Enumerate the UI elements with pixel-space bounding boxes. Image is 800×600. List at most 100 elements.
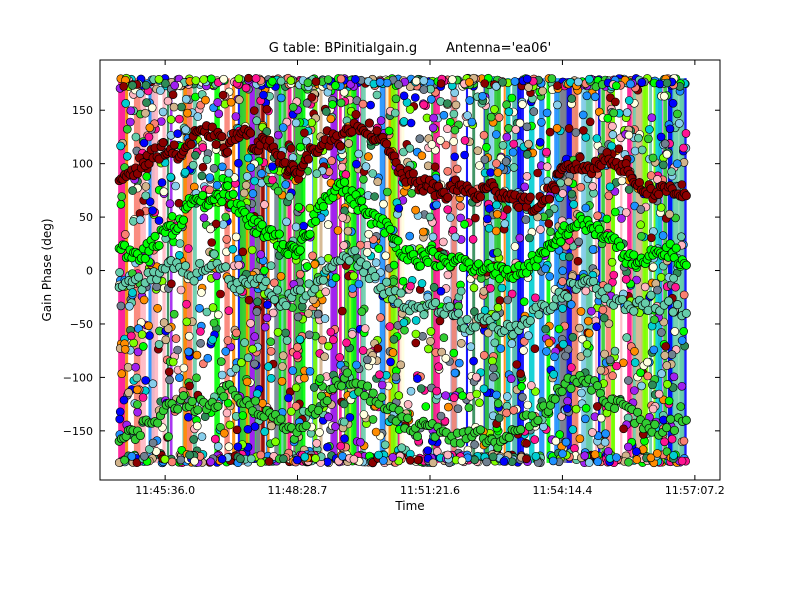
scatter-point: [679, 436, 689, 446]
series-point: [351, 109, 361, 120]
scatter-point: [299, 221, 309, 231]
scatter-point: [486, 283, 495, 293]
scatter-point: [555, 430, 565, 439]
scatter-point: [554, 324, 564, 334]
scatter-point: [295, 269, 305, 279]
scatter-point: [576, 307, 586, 316]
scatter-point: [536, 225, 545, 234]
scatter-point: [237, 358, 246, 367]
scatter-point: [587, 306, 596, 316]
scatter-point: [467, 117, 477, 127]
series-point: [525, 192, 535, 202]
scatter-point: [621, 274, 631, 284]
scatter-point: [267, 77, 277, 86]
scatter-point: [199, 359, 208, 369]
scatter-point: [246, 163, 256, 172]
scatter-point: [181, 125, 190, 134]
scatter-point: [312, 438, 322, 448]
scatter-point: [344, 139, 354, 148]
scatter-point: [391, 94, 401, 104]
scatter-point: [584, 458, 594, 467]
scatter-point: [361, 162, 371, 171]
scatter-point: [611, 97, 620, 107]
x-tick-label: 11:48:28.7: [268, 484, 328, 497]
scatter-point: [427, 140, 437, 149]
scatter-point: [468, 235, 478, 244]
scatter-point: [216, 289, 225, 299]
series-point: [600, 294, 610, 304]
scatter-point: [443, 124, 452, 133]
scatter-point: [522, 150, 532, 159]
scatter-point: [636, 368, 645, 378]
scatter-point: [521, 215, 531, 224]
series-point: [525, 316, 535, 326]
series-point: [563, 292, 573, 302]
scatter-point: [132, 373, 142, 383]
scatter-point: [456, 338, 466, 348]
scatter-point: [206, 224, 215, 234]
scatter-point: [222, 408, 232, 418]
scatter-point: [131, 362, 140, 372]
series-point: [372, 126, 382, 136]
scatter-point: [250, 422, 260, 431]
series-point: [310, 284, 320, 294]
scatter-point: [175, 373, 184, 383]
scatter-point: [326, 327, 336, 337]
series-point: [217, 132, 227, 142]
scatter-point: [184, 412, 193, 422]
scatter-point: [241, 181, 251, 190]
scatter-point: [469, 283, 479, 293]
scatter-point: [128, 81, 137, 90]
scatter-point: [141, 376, 150, 385]
scatter-point: [133, 407, 142, 417]
scatter-point: [567, 363, 576, 372]
scatter-point: [482, 457, 492, 467]
scatter-point: [509, 139, 519, 149]
scatter-point: [493, 168, 503, 177]
series-point: [261, 276, 271, 286]
scatter-point: [238, 411, 248, 420]
scatter-point: [456, 213, 465, 223]
scatter-point: [429, 282, 439, 292]
scatter-point: [451, 100, 461, 110]
scatter-point: [228, 244, 237, 254]
scatter-point: [485, 204, 494, 213]
scatter-point: [207, 74, 216, 84]
scatter-point: [552, 124, 562, 133]
scatter-point: [480, 79, 490, 88]
scatter-point: [161, 79, 170, 88]
scatter-point: [142, 98, 151, 107]
scatter-point: [434, 362, 443, 372]
scatter-point: [482, 214, 492, 224]
scatter-point: [596, 365, 606, 375]
scatter-point: [182, 299, 191, 309]
scatter-point: [375, 370, 384, 380]
scatter-point: [581, 403, 591, 413]
scatter-point: [622, 108, 632, 117]
scatter-point: [669, 273, 678, 283]
scatter-point: [196, 338, 205, 348]
scatter-point: [324, 341, 333, 351]
scatter-point: [676, 402, 686, 411]
series-point: [592, 381, 602, 391]
scatter-point: [139, 295, 149, 305]
plot-frame: [99, 59, 721, 481]
scatter-point: [645, 125, 654, 134]
scatter-point: [507, 339, 517, 348]
scatter-point: [286, 407, 296, 416]
scatter-point: [181, 94, 191, 104]
scatter-point: [259, 90, 268, 100]
series-point: [360, 391, 370, 401]
scatter-point: [321, 287, 331, 297]
scatter-point: [336, 98, 346, 108]
series-point: [219, 391, 229, 402]
series-point: [662, 423, 672, 433]
scatter-point: [116, 141, 125, 151]
scatter-point: [608, 371, 617, 381]
scatter-point: [456, 286, 466, 296]
scatter-point: [517, 382, 526, 391]
scatter-point: [515, 118, 525, 128]
scatter-point: [233, 442, 243, 452]
scatter-point: [320, 352, 329, 362]
scatter-point: [243, 353, 253, 363]
